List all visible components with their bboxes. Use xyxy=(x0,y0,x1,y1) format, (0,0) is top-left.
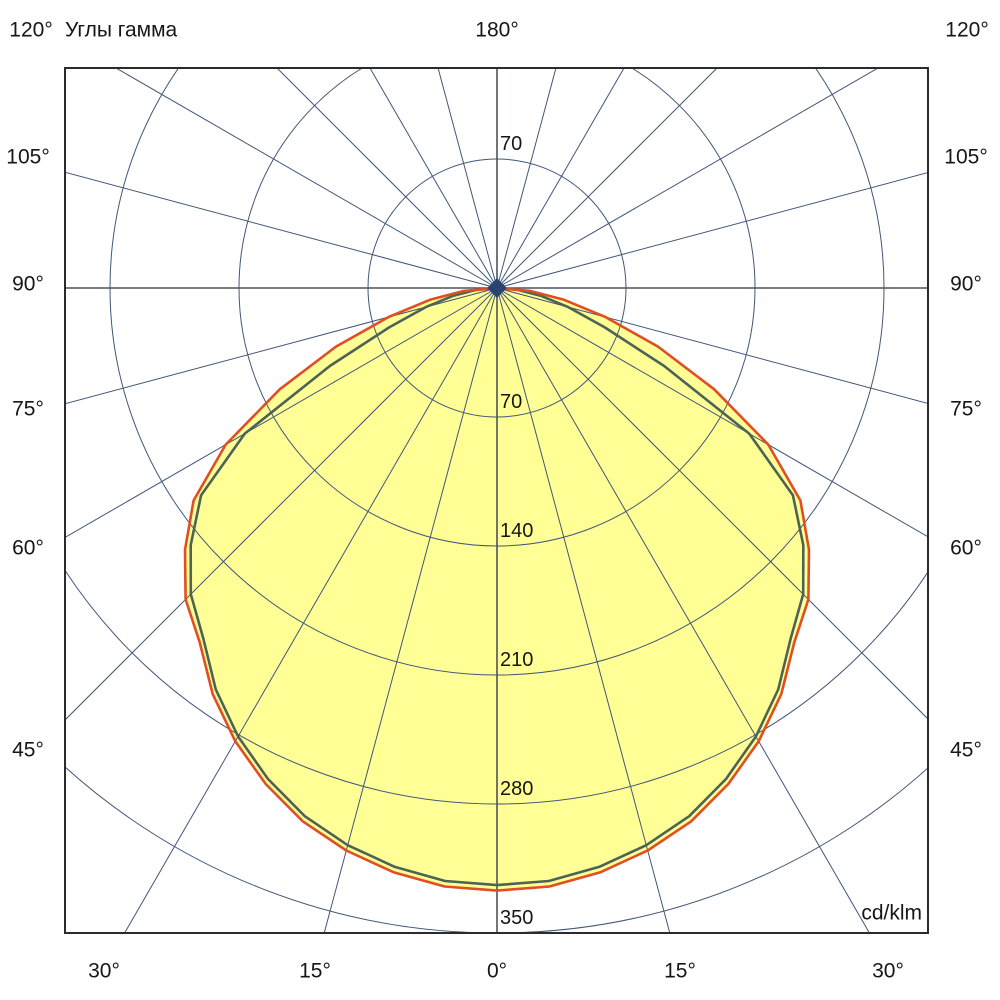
gamma-label-right: 60° xyxy=(950,536,982,560)
intensity-ring-label: 350 xyxy=(500,907,534,929)
gamma-label-bottom: 30° xyxy=(872,959,904,983)
grid-ray xyxy=(65,171,498,289)
center-marker xyxy=(487,278,507,298)
intensity-curve-red xyxy=(183,286,811,892)
gamma-label-top: 180° xyxy=(475,18,519,42)
gamma-label-bottom: 15° xyxy=(299,959,331,983)
grid-ray xyxy=(496,287,870,933)
grid-ray xyxy=(496,68,557,289)
intensity-ring-label: 140 xyxy=(500,520,534,542)
grid-ray xyxy=(369,68,498,289)
gamma-label-left: 45° xyxy=(12,738,44,762)
grid-ray xyxy=(65,287,498,539)
grid-ray xyxy=(496,287,928,538)
gamma-label-top: 120° xyxy=(9,18,53,42)
gamma-label-bottom: 15° xyxy=(664,959,696,983)
chart-title: Углы гамма xyxy=(65,18,178,42)
gamma-label-left: 60° xyxy=(12,536,44,560)
gamma-label-left: 90° xyxy=(12,272,44,296)
gamma-label-bottom: 30° xyxy=(88,959,120,983)
grid-ray xyxy=(65,287,498,721)
intensity-ring-label: 210 xyxy=(500,649,534,671)
gamma-label-bottom: 0° xyxy=(486,959,508,983)
grid-ray xyxy=(496,287,928,720)
intensity-ring-label: 280 xyxy=(500,778,534,800)
gamma-label-right: 105° xyxy=(944,145,988,169)
intensity-ring-label: 70 xyxy=(500,391,523,413)
grid-ray xyxy=(496,287,671,933)
gamma-label-right: 45° xyxy=(950,738,982,762)
grid-ray xyxy=(276,68,498,289)
grid-ray xyxy=(124,287,498,933)
grid-ray xyxy=(496,68,880,289)
chart-frame xyxy=(64,67,929,934)
grid-ray xyxy=(437,68,498,289)
intensity-curve-dark xyxy=(189,286,805,887)
gamma-label-right: 90° xyxy=(950,272,982,296)
gamma-label-top: 120° xyxy=(945,18,989,42)
grid-ray xyxy=(496,68,718,289)
gamma-label-left: 75° xyxy=(12,397,44,421)
grid-ray xyxy=(496,287,928,404)
grid-ray xyxy=(496,68,625,289)
intensity-ring-label-upper: 70 xyxy=(500,133,523,155)
grid-ray xyxy=(114,68,498,289)
unit-label: cd/klm xyxy=(861,901,922,925)
gamma-label-right: 75° xyxy=(950,397,982,421)
grid-ray xyxy=(496,172,928,289)
grid-ray xyxy=(65,287,498,405)
grid-ray xyxy=(323,287,498,933)
gamma-label-left: 105° xyxy=(6,145,50,169)
